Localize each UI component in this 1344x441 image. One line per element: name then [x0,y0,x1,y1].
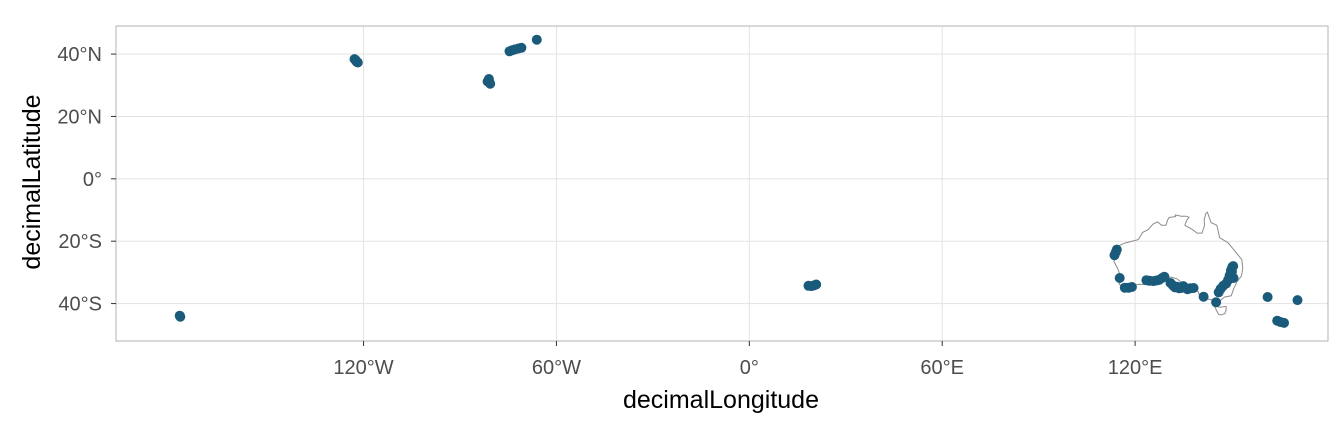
occurrence-point [485,78,496,89]
x-tick-label: 0° [740,357,759,379]
occurrence-point [1126,282,1137,292]
x-tick-label: 60°E [920,357,964,379]
occurrence-point [1211,297,1222,308]
occurrence-point [811,279,822,290]
occurrence-point [352,57,363,68]
grid-lines [116,26,1328,341]
occurrence-point [1111,244,1122,255]
x-axis-title: decimalLongitude [623,386,819,414]
australia-outline [1113,211,1244,316]
occurrence-point [516,42,527,53]
occurrence-point [175,311,186,322]
tasmania-outline [1213,305,1227,316]
y-tick-label: 40°S [58,294,102,316]
panel-border [115,25,1329,342]
y-axis-ticks: 40°N 20°N 0° 20°S 40°S [57,44,116,316]
occurrence-point [1262,292,1273,302]
x-tick-label: 60°W [532,357,581,379]
y-tick-label: 20°N [57,106,102,128]
occurrence-point [1198,291,1209,302]
occurrence-point [1159,271,1170,282]
y-tick-label: 20°S [58,231,102,253]
x-axis-ticks: 120°W 60°W 0° 60°E 120°E [333,341,1162,379]
mainland-outline [1113,211,1244,302]
x-tick-label: 120°W [333,357,393,379]
x-tick-label: 120°E [1108,357,1163,379]
y-tick-label: 40°N [57,44,102,66]
occurrence-point [1188,283,1199,293]
occurrence-point [531,34,542,45]
occurrence-point [1292,295,1303,306]
y-axis-title: decimalLatitude [18,94,46,269]
y-tick-label: 0° [83,169,102,191]
occurrence-point [1279,317,1289,328]
occurrence-point [1228,273,1239,283]
occurrence-points [174,34,1303,328]
occurrence-point [1114,273,1125,283]
